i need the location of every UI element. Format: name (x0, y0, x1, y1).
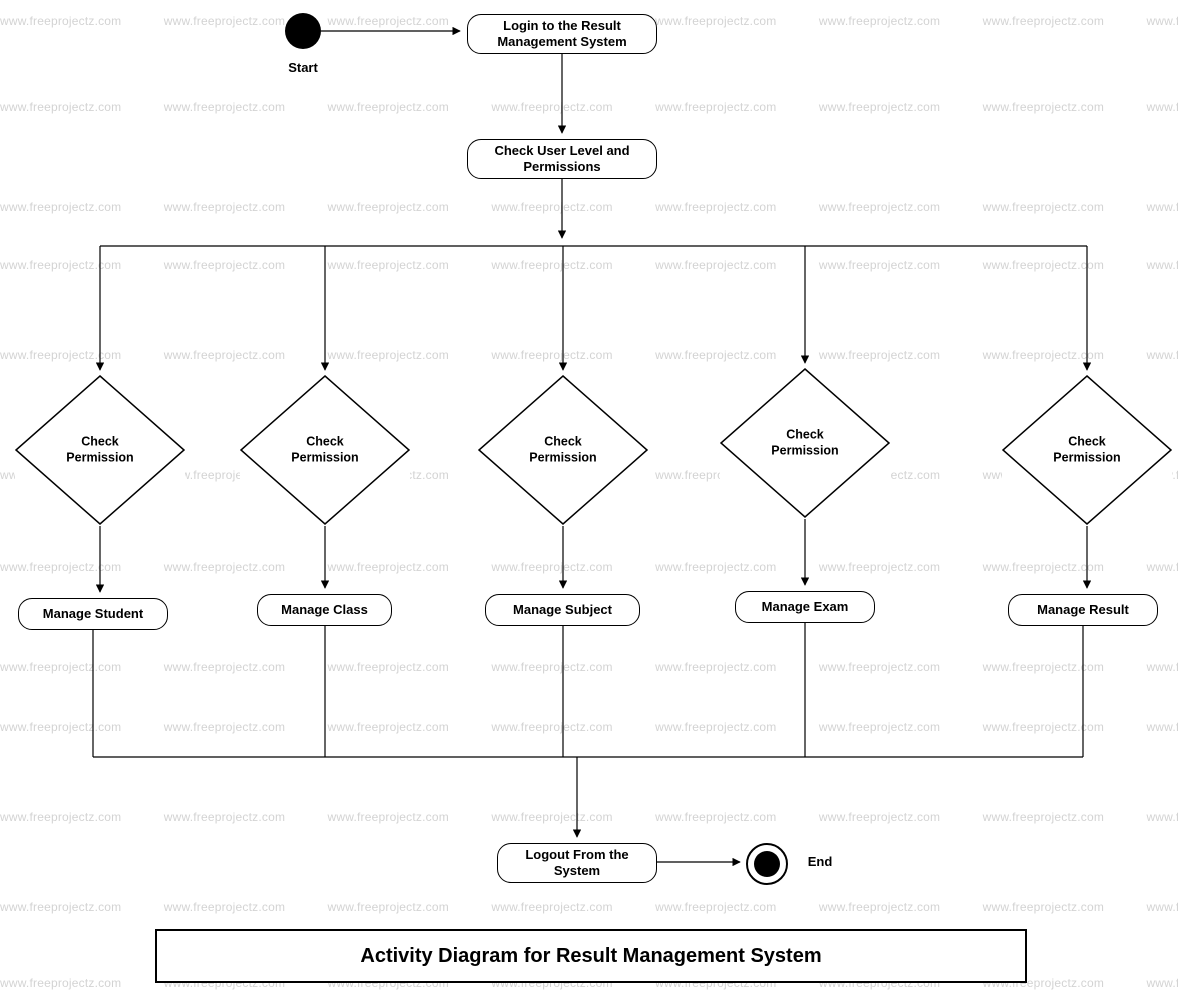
node-manage-class: Manage Class (257, 594, 392, 626)
node-manage-exam: Manage Exam (735, 591, 875, 623)
diamond-4-text: CheckPermission (755, 427, 855, 458)
start-label: Start (283, 60, 323, 75)
diamond-1-text: CheckPermission (50, 434, 150, 465)
start-node (285, 13, 321, 49)
m3-text: Manage Subject (513, 602, 612, 618)
logout-text: Logout From theSystem (525, 847, 628, 880)
m4-text: Manage Exam (762, 599, 849, 615)
diamond-3-text: CheckPermission (513, 434, 613, 465)
end-label: End (800, 854, 840, 869)
node-check-level-text: Check User Level andPermissions (494, 143, 629, 176)
m2-text: Manage Class (281, 602, 368, 618)
diagram-canvas: Start Login to the ResultManagement Syst… (0, 0, 1178, 994)
diamond-4: CheckPermission (720, 368, 890, 518)
diamond-5-text: CheckPermission (1037, 434, 1137, 465)
diamond-3: CheckPermission (478, 375, 648, 525)
node-login: Login to the ResultManagement System (467, 14, 657, 54)
node-manage-student: Manage Student (18, 598, 168, 630)
node-login-text: Login to the ResultManagement System (497, 18, 626, 51)
node-manage-result: Manage Result (1008, 594, 1158, 626)
diagram-title-text: Activity Diagram for Result Management S… (360, 945, 821, 968)
node-logout: Logout From theSystem (497, 843, 657, 883)
m5-text: Manage Result (1037, 602, 1129, 618)
diagram-title: Activity Diagram for Result Management S… (155, 929, 1027, 983)
node-check-level: Check User Level andPermissions (467, 139, 657, 179)
end-node (746, 843, 788, 885)
diamond-5: CheckPermission (1002, 375, 1172, 525)
diamond-1: CheckPermission (15, 375, 185, 525)
diamond-2-text: CheckPermission (275, 434, 375, 465)
m1-text: Manage Student (43, 606, 143, 622)
node-manage-subject: Manage Subject (485, 594, 640, 626)
diamond-2: CheckPermission (240, 375, 410, 525)
